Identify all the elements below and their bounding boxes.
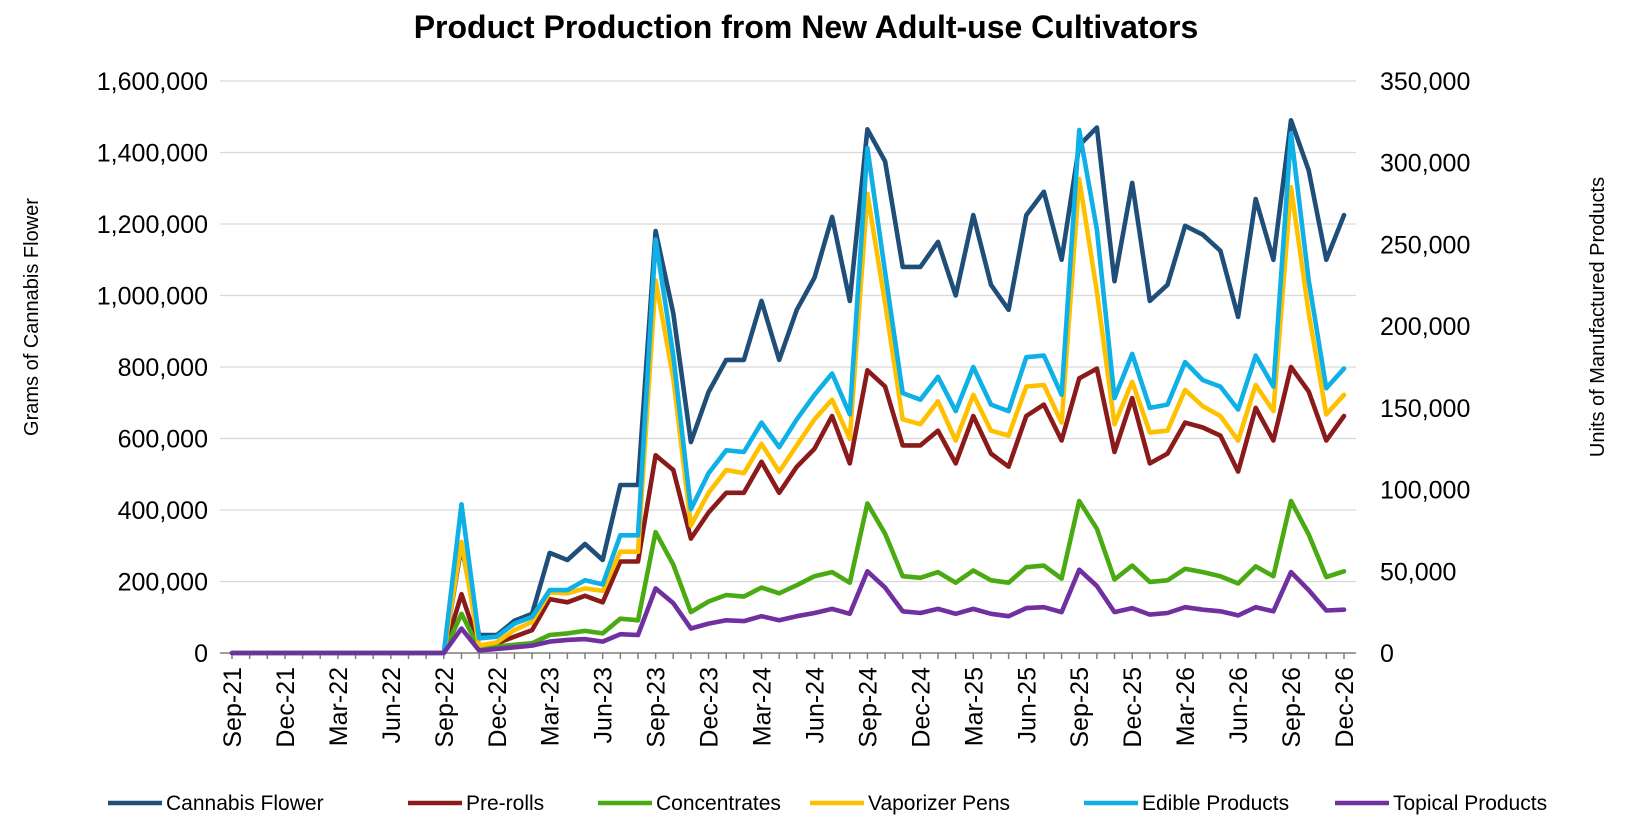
left-y-tick-label: 1,200,000 <box>97 211 208 239</box>
left-y-axis-ticks: 0 200,000 400,000 600,000 800,000 1,000,000 1,… <box>97 68 208 668</box>
x-tick-label: Dec-21 <box>272 667 300 748</box>
right-y-axis-title: Units of Manufactured Products <box>1587 177 1609 457</box>
legend: Cannabis Flower Pre-rolls Concentrates Vapo… <box>108 792 1547 815</box>
x-tick-label: Jun-24 <box>801 667 829 744</box>
x-tick-label: Jun-26 <box>1225 667 1253 743</box>
x-tick-label: Mar-22 <box>325 667 353 746</box>
x-tick-label: Sep-21 <box>219 667 247 748</box>
x-tick-label: Jun-25 <box>1013 667 1041 743</box>
x-axis-ticks: Sep-21 Dec-21 Mar-22 Jun-22 Sep-22 Dec-22 Mar-… <box>219 653 1359 748</box>
x-tick-label: Mar-23 <box>537 667 565 746</box>
legend-label: Concentrates <box>656 792 781 815</box>
right-y-tick-label: 250,000 <box>1380 231 1470 259</box>
x-tick-label: Sep-25 <box>1066 667 1094 748</box>
right-y-tick-label: 100,000 <box>1380 477 1470 505</box>
left-y-tick-label: 800,000 <box>118 354 208 382</box>
series-lines <box>229 118 1347 656</box>
x-tick-label: Mar-25 <box>960 667 988 746</box>
x-tick-label: Dec-25 <box>1119 667 1147 748</box>
gridlines <box>220 80 1356 583</box>
x-tick-label: Sep-24 <box>854 667 882 748</box>
x-tick-label: Dec-22 <box>484 667 512 748</box>
right-y-tick-label: 350,000 <box>1380 68 1470 96</box>
legend-label: Vaporizer Pens <box>868 792 1010 815</box>
x-tick-label: Sep-22 <box>431 667 459 748</box>
x-tick-label: Sep-26 <box>1278 667 1306 748</box>
left-y-tick-label: 0 <box>194 640 208 668</box>
series-line-concentrates <box>229 498 1347 656</box>
right-y-axis-ticks: 0 50,000 100,000 150,000 200,000 250,000 300,0… <box>1380 68 1470 668</box>
right-y-tick-label: 200,000 <box>1380 313 1470 341</box>
left-y-tick-label: 600,000 <box>118 426 208 454</box>
x-tick-label: Jun-22 <box>378 667 406 743</box>
right-y-tick-label: 0 <box>1380 640 1394 668</box>
left-y-tick-label: 1,400,000 <box>97 140 208 168</box>
right-y-tick-label: 150,000 <box>1380 395 1470 423</box>
legend-label: Topical Products <box>1393 792 1547 815</box>
left-y-axis-title: Grams of Cannabis Flower <box>21 198 43 436</box>
x-tick-label: Mar-26 <box>1172 667 1200 746</box>
x-tick-label: Jun-23 <box>590 667 618 743</box>
legend-label: Edible Products <box>1142 792 1289 815</box>
legend-label: Pre-rolls <box>466 792 544 815</box>
chart-title: Product Production from New Adult-use Cu… <box>414 9 1199 45</box>
left-y-tick-label: 1,000,000 <box>97 283 208 311</box>
x-tick-label: Dec-24 <box>907 667 935 748</box>
right-y-tick-label: 50,000 <box>1380 558 1456 586</box>
legend-label: Cannabis Flower <box>166 792 324 815</box>
x-tick-label: Dec-26 <box>1331 667 1359 748</box>
right-y-tick-label: 300,000 <box>1380 150 1470 178</box>
x-tick-label: Sep-23 <box>643 667 671 748</box>
left-y-tick-label: 1,600,000 <box>97 68 208 96</box>
x-tick-label: Mar-24 <box>749 667 777 746</box>
series-line-topical-products <box>229 567 1347 656</box>
x-tick-label: Dec-23 <box>696 667 724 748</box>
left-y-tick-label: 400,000 <box>118 497 208 525</box>
left-y-tick-label: 200,000 <box>118 569 208 597</box>
